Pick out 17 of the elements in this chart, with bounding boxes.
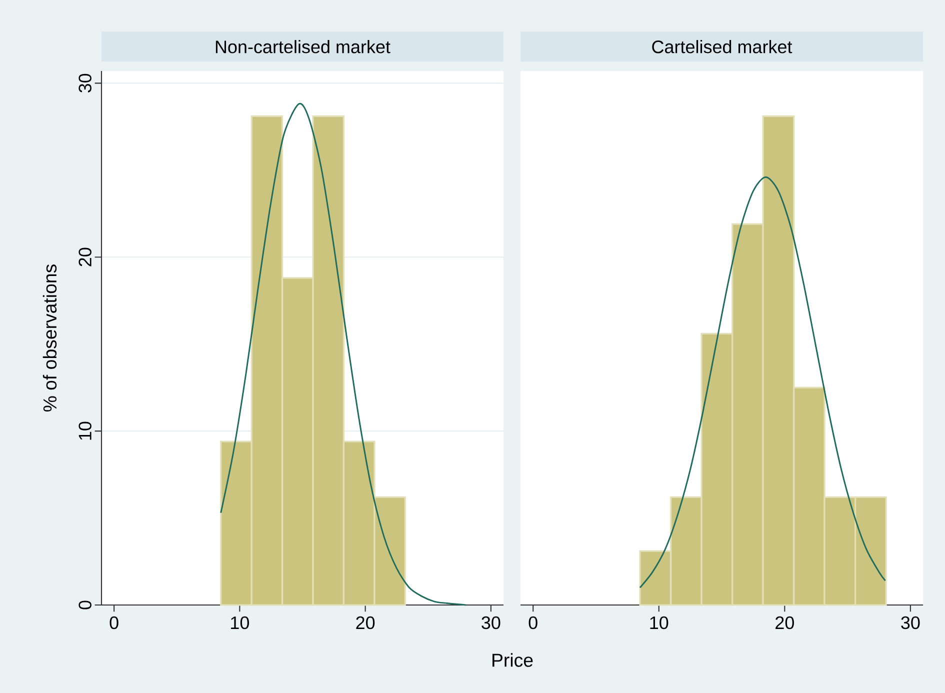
x-tick-label: 0 [110, 616, 118, 630]
y-tick-label: 10 [78, 422, 92, 440]
chart-title: Cartelised market [652, 40, 792, 54]
x-tick-label: 10 [231, 616, 249, 630]
x-tick-label: 10 [650, 616, 668, 630]
line-series [220, 103, 467, 606]
x-tick-label: 20 [356, 616, 375, 630]
x-axis-title: Price [492, 653, 533, 667]
x-tick-label: 0 [528, 616, 538, 630]
y-tick-label: 20 [78, 248, 92, 266]
x-tick-label: 30 [901, 616, 920, 630]
y-tick-label: 30 [78, 74, 92, 92]
chart-title: Non-cartelised market [216, 40, 390, 54]
y-axis-title: % of observations [42, 264, 57, 412]
x-tick-label: 20 [776, 616, 794, 630]
x-tick-label: 30 [482, 616, 500, 630]
y-tick-label: 0 [78, 600, 92, 610]
